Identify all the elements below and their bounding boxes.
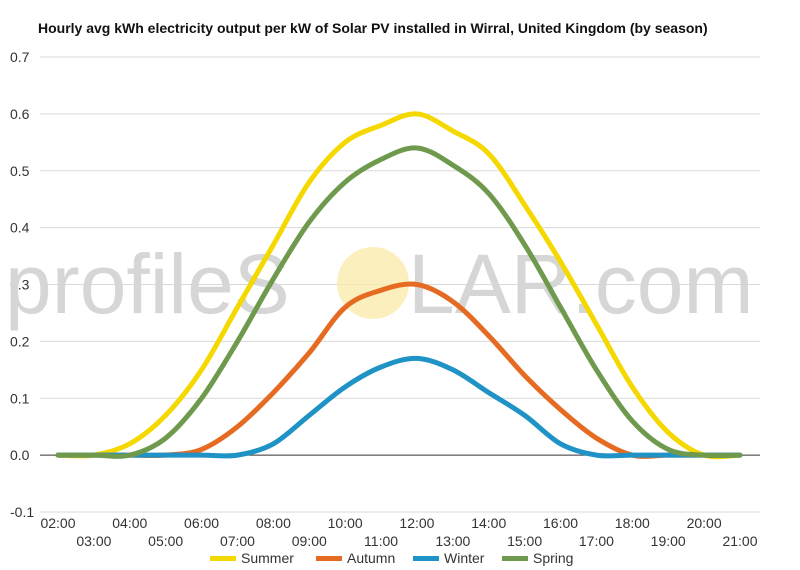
y-tick-label: 0.2 (10, 333, 30, 349)
series-lines (55, 111, 743, 460)
y-tick-label: -0.1 (10, 504, 34, 520)
legend-label-summer: Summer (241, 550, 294, 566)
x-tick-label: 08:00 (256, 515, 291, 531)
y-tick-label: 0.7 (10, 49, 30, 65)
x-tick-label: 16:00 (543, 515, 578, 531)
y-tick-label: 0.3 (10, 277, 30, 293)
x-axis-tick-labels: 02:0003:0004:0005:0006:0007:0008:0009:00… (40, 515, 757, 549)
x-tick-label: 13:00 (435, 533, 470, 549)
chart-title: Hourly avg kWh electricity output per kW… (38, 20, 708, 36)
x-tick-label: 09:00 (292, 533, 327, 549)
legend-swatch-autumn (316, 556, 342, 561)
series-line-winter (55, 355, 743, 459)
x-tick-label: 05:00 (148, 533, 183, 549)
y-axis-tick-labels: 0.7 0.6 0.5 0.4 0.3 0.2 0.1 0.0 -0.1 (10, 49, 34, 520)
x-tick-label: 12:00 (399, 515, 434, 531)
x-tick-label: 14:00 (471, 515, 506, 531)
x-tick-label: 19:00 (651, 533, 686, 549)
y-tick-label: 0.6 (10, 106, 30, 122)
legend-label-winter: Winter (444, 550, 485, 566)
series-line-spring (55, 145, 743, 459)
x-tick-label: 17:00 (579, 533, 614, 549)
legend-swatch-summer (210, 556, 236, 561)
x-tick-label: 15:00 (507, 533, 542, 549)
y-tick-label: 0.1 (10, 390, 30, 406)
x-tick-label: 06:00 (184, 515, 219, 531)
x-tick-label: 07:00 (220, 533, 255, 549)
watermark-text-left: profileS (5, 237, 290, 331)
series-line-summer (55, 111, 743, 460)
y-tick-label: 0.5 (10, 163, 30, 179)
legend-label-autumn: Autumn (347, 550, 395, 566)
y-tick-label: 0.4 (10, 220, 30, 236)
legend: Summer Autumn Winter Spring (210, 550, 573, 566)
legend-label-spring: Spring (533, 550, 573, 566)
legend-swatch-winter (413, 556, 439, 561)
x-tick-label: 02:00 (40, 515, 75, 531)
x-tick-label: 04:00 (112, 515, 147, 531)
x-tick-label: 21:00 (722, 533, 757, 549)
legend-swatch-spring (502, 556, 528, 561)
x-tick-label: 03:00 (76, 533, 111, 549)
y-tick-label: 0.0 (10, 447, 30, 463)
watermark-text-right: LAR.com (408, 237, 753, 331)
x-tick-label: 18:00 (615, 515, 650, 531)
x-tick-label: 11:00 (364, 533, 398, 549)
watermark: profileS LAR.com (5, 237, 753, 331)
x-tick-label: 20:00 (687, 515, 722, 531)
x-tick-label: 10:00 (328, 515, 363, 531)
